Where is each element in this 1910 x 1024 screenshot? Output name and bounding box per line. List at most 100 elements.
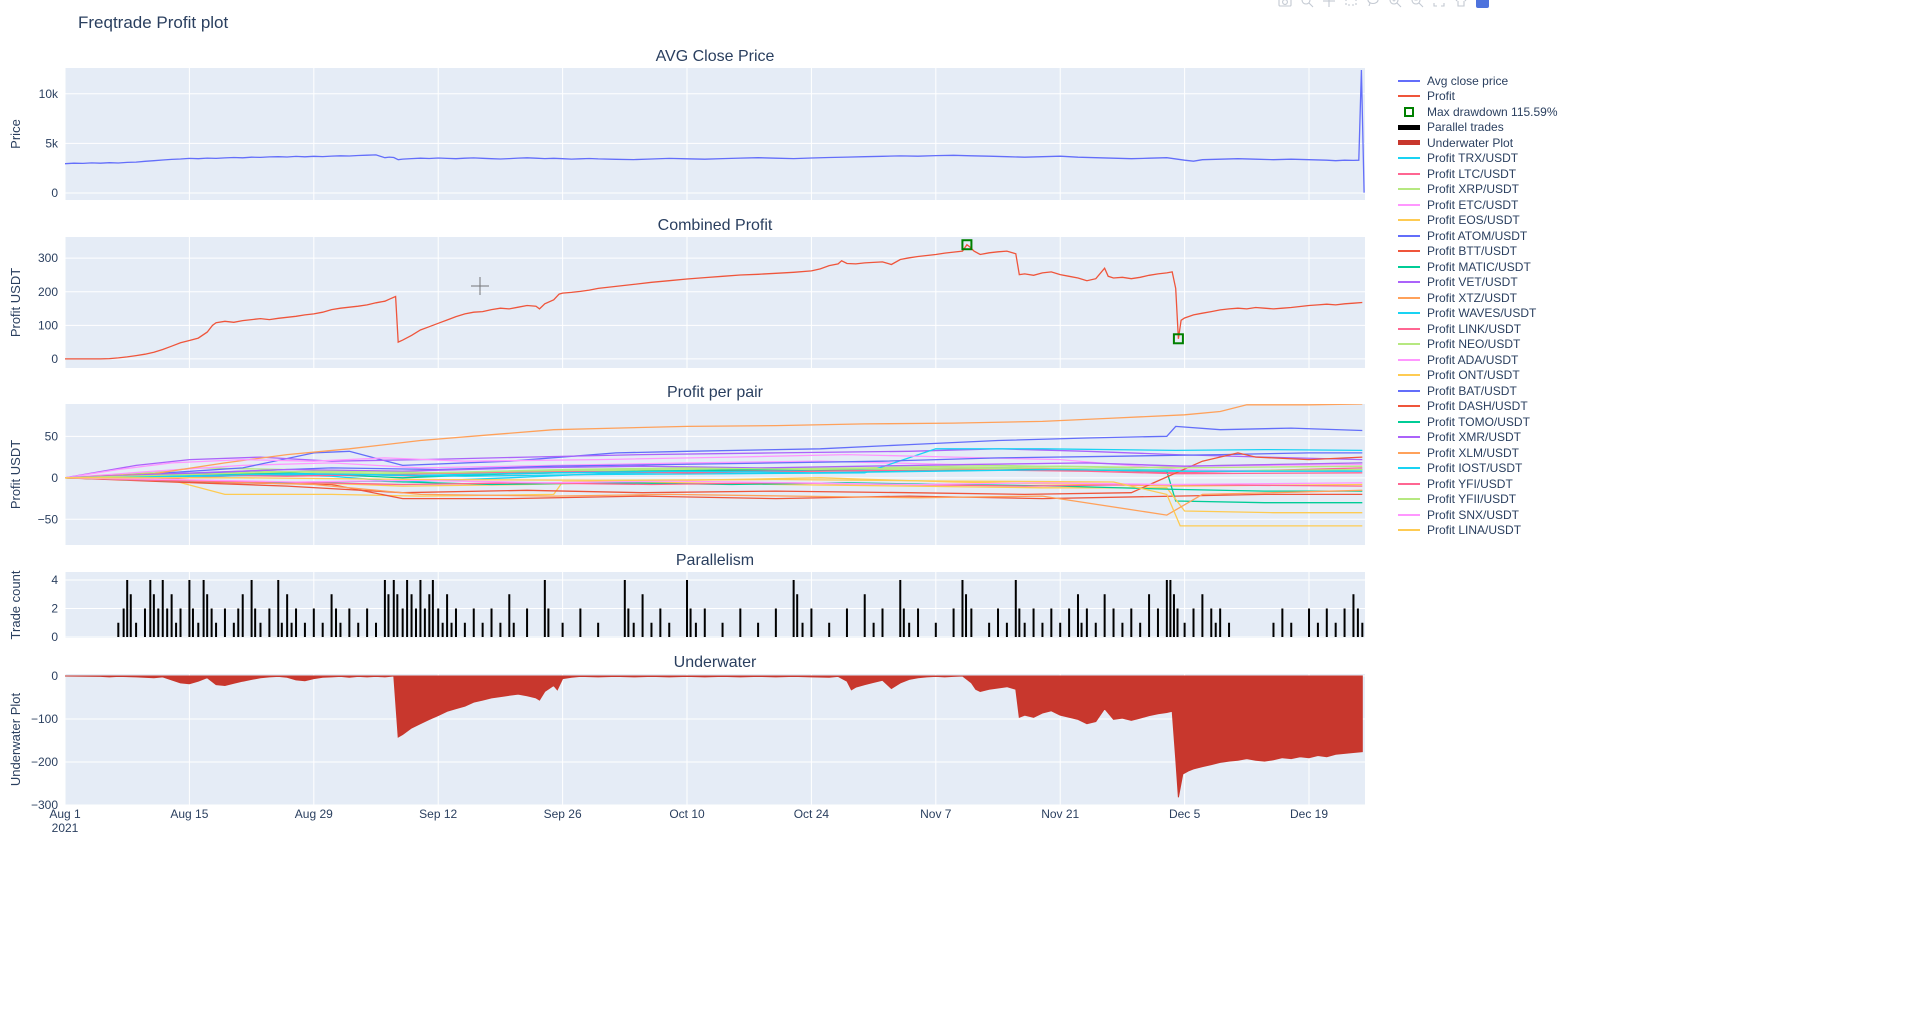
trade-count-bar xyxy=(1014,579,1017,638)
legend-item-profit-xtz-usdt[interactable]: Profit XTZ/USDT xyxy=(1398,290,1558,306)
trade-count-bar xyxy=(668,622,671,638)
trade-count-bar xyxy=(330,594,333,638)
zoom-icon[interactable] xyxy=(1300,0,1314,8)
trade-count-bar xyxy=(202,579,205,638)
y-tick-label: 4 xyxy=(51,573,58,587)
box-select-icon[interactable] xyxy=(1344,0,1358,8)
trade-count-bar xyxy=(1169,579,1172,638)
legend-item-profit-vet-usdt[interactable]: Profit VET/USDT xyxy=(1398,275,1558,291)
pan-icon[interactable] xyxy=(1322,0,1336,8)
legend-item-profit-snx-usdt[interactable]: Profit SNX/USDT xyxy=(1398,507,1558,523)
zoom-in-icon[interactable] xyxy=(1388,0,1402,8)
legend-item-underwater-plot[interactable]: Underwater Plot xyxy=(1398,135,1558,151)
legend-line-sample-icon xyxy=(1398,95,1422,98)
zoom-out-icon[interactable] xyxy=(1410,0,1424,8)
y-tick-label: −100 xyxy=(31,712,58,726)
legend-item-profit-yfii-usdt[interactable]: Profit YFII/USDT xyxy=(1398,492,1558,508)
legend-item-profit-ltc-usdt[interactable]: Profit LTC/USDT xyxy=(1398,166,1558,182)
trade-count-bar xyxy=(396,594,399,638)
trade-count-bar xyxy=(1068,608,1071,638)
legend-item-profit-atom-usdt[interactable]: Profit ATOM/USDT xyxy=(1398,228,1558,244)
legend-label: Profit NEO/USDT xyxy=(1427,337,1521,352)
trade-count-bar xyxy=(1356,608,1359,638)
plotly-modebar xyxy=(1278,0,1489,9)
legend-line-sample-icon xyxy=(1398,482,1422,485)
trade-count-bar xyxy=(161,579,164,638)
max-drawdown-square-icon xyxy=(1398,106,1422,117)
legend-item-profit-matic-usdt[interactable]: Profit MATIC/USDT xyxy=(1398,259,1558,275)
y-tick-label: 0 xyxy=(51,471,58,485)
trade-count-bar xyxy=(1032,608,1035,638)
legend-item-profit-btt-usdt[interactable]: Profit BTT/USDT xyxy=(1398,244,1558,260)
legend-item-profit-trx-usdt[interactable]: Profit TRX/USDT xyxy=(1398,151,1558,167)
legend-item-profit-dash-usdt[interactable]: Profit DASH/USDT xyxy=(1398,399,1558,415)
legend-line-sample-icon xyxy=(1398,389,1422,392)
trade-count-bar xyxy=(401,608,404,638)
trade-count-bar xyxy=(828,622,831,638)
trade-count-bar xyxy=(303,622,306,638)
trade-count-bar xyxy=(170,594,173,638)
legend-item-profit-ont-usdt[interactable]: Profit ONT/USDT xyxy=(1398,368,1558,384)
legend-item-profit-ada-usdt[interactable]: Profit ADA/USDT xyxy=(1398,352,1558,368)
trade-count-bar xyxy=(792,579,795,638)
legend-item-profit-iost-usdt[interactable]: Profit IOST/USDT xyxy=(1398,461,1558,477)
y-tick-label: −300 xyxy=(31,798,58,812)
legend-item-profit-neo-usdt[interactable]: Profit NEO/USDT xyxy=(1398,337,1558,353)
legend-item-profit-lina-usdt[interactable]: Profit LINA/USDT xyxy=(1398,523,1558,539)
legend-item-profit[interactable]: Profit xyxy=(1398,89,1558,105)
trade-count-bar xyxy=(686,579,689,638)
trade-count-bar xyxy=(383,579,386,638)
y-tick-label: 2 xyxy=(51,601,58,615)
trade-count-bar xyxy=(191,608,194,638)
y-tick-label: 300 xyxy=(38,251,58,265)
trade-count-bar xyxy=(1183,622,1186,638)
plot-area[interactable] xyxy=(65,237,1365,368)
trade-count-bar xyxy=(801,622,804,638)
camera-icon[interactable] xyxy=(1278,0,1292,8)
legend-item-profit-xmr-usdt[interactable]: Profit XMR/USDT xyxy=(1398,430,1558,446)
series-profit-atom-usdt xyxy=(65,425,1363,479)
trade-count-bar xyxy=(703,608,706,638)
legend-item-profit-tomo-usdt[interactable]: Profit TOMO/USDT xyxy=(1398,414,1558,430)
series-profit-xtz-usdt xyxy=(65,404,1363,479)
legend-line-sample-icon xyxy=(1398,374,1422,377)
y-tick-label: −50 xyxy=(38,512,59,526)
legend-line-sample-icon xyxy=(1398,234,1422,237)
legend-item-profit-bat-usdt[interactable]: Profit BAT/USDT xyxy=(1398,383,1558,399)
legend-label: Profit TRX/USDT xyxy=(1427,151,1519,166)
legend-item-parallel-trades[interactable]: Parallel trades xyxy=(1398,120,1558,136)
trade-count-bar xyxy=(414,608,417,638)
legend-item-profit-eos-usdt[interactable]: Profit EOS/USDT xyxy=(1398,213,1558,229)
trade-count-bar xyxy=(431,579,434,638)
reset-axes-icon[interactable] xyxy=(1454,0,1468,8)
trade-count-bar xyxy=(215,622,218,638)
autoscale-icon[interactable] xyxy=(1432,0,1446,8)
lasso-select-icon[interactable] xyxy=(1366,0,1380,8)
legend-item-avg-close-price[interactable]: Avg close price xyxy=(1398,73,1558,89)
legend-label: Profit SNX/USDT xyxy=(1427,507,1520,522)
legend-item-profit-etc-usdt[interactable]: Profit ETC/USDT xyxy=(1398,197,1558,213)
legend-item-profit-yfi-usdt[interactable]: Profit YFI/USDT xyxy=(1398,476,1558,492)
trade-count-bar xyxy=(1156,608,1159,638)
x-tick-label: Sep 26 xyxy=(544,807,582,821)
subplot-underwater: 0 −100 −200 −300 Underwater Underwater Plot xyxy=(8,654,1365,812)
plotly-logo-icon[interactable] xyxy=(1476,0,1489,8)
legend-item-profit-xrp-usdt[interactable]: Profit XRP/USDT xyxy=(1398,182,1558,198)
plot-area[interactable] xyxy=(65,68,1365,200)
legend-item-profit-waves-usdt[interactable]: Profit WAVES/USDT xyxy=(1398,306,1558,322)
subplot-title: Profit per pair xyxy=(667,384,764,401)
trade-count-bar xyxy=(1214,622,1217,638)
trade-count-bar xyxy=(197,622,200,638)
legend-line-sample-icon xyxy=(1398,405,1422,408)
legend-item-max-drawdown-115-59[interactable]: Max drawdown 115.59% xyxy=(1398,104,1558,120)
x-tick-label: Aug 1 xyxy=(49,807,81,821)
trade-count-bar xyxy=(392,579,395,638)
trade-count-bar xyxy=(126,579,129,638)
y-tick-label: 200 xyxy=(38,285,58,299)
y-tick-label: 0 xyxy=(51,669,58,683)
y-axis-title: Trade count xyxy=(8,570,23,639)
legend-item-profit-xlm-usdt[interactable]: Profit XLM/USDT xyxy=(1398,445,1558,461)
legend-item-profit-link-usdt[interactable]: Profit LINK/USDT xyxy=(1398,321,1558,337)
trade-count-bar xyxy=(1094,622,1097,638)
